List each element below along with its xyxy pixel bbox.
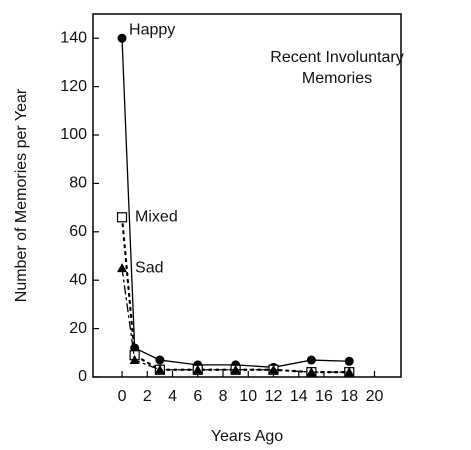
marker — [344, 367, 355, 377]
series-label: Sad — [135, 259, 163, 276]
marker — [268, 364, 279, 374]
marker — [306, 355, 316, 365]
y-tick-label: 80 — [69, 175, 87, 192]
x-tick-label: 4 — [168, 388, 177, 405]
series-line — [121, 267, 350, 373]
series-label: Happy — [129, 21, 175, 38]
marker — [116, 212, 128, 223]
marker — [306, 367, 317, 377]
marker — [129, 355, 140, 365]
marker — [344, 356, 354, 366]
marker — [117, 263, 128, 273]
y-tick-label: 140 — [60, 29, 87, 46]
plot-frame — [92, 13, 402, 378]
x-tick-label: 16 — [315, 388, 333, 405]
x-axis-label: Years Ago — [211, 428, 283, 445]
series-label: Mixed — [135, 208, 178, 225]
y-tick-label: 60 — [69, 223, 87, 240]
x-tick-label: 8 — [219, 388, 228, 405]
marker — [117, 33, 127, 43]
x-tick-label: 6 — [193, 388, 202, 405]
marker — [192, 364, 203, 374]
annotation: Recent Involuntary — [270, 49, 403, 66]
y-tick-label: 100 — [60, 126, 87, 143]
y-tick-label: 0 — [78, 368, 87, 385]
x-tick-label: 14 — [290, 388, 308, 405]
marker — [155, 355, 165, 365]
x-tick-label: 0 — [118, 388, 127, 405]
y-tick-label: 20 — [69, 320, 87, 337]
y-tick-label: 40 — [69, 271, 87, 288]
x-tick-label: 18 — [340, 388, 358, 405]
y-tick-label: 120 — [60, 78, 87, 95]
y-axis-label: Number of Memories per Year — [13, 88, 30, 302]
x-tick-label: 2 — [143, 388, 152, 405]
x-tick-label: 20 — [366, 388, 384, 405]
series-line — [120, 216, 351, 374]
x-tick-label: 12 — [265, 388, 283, 405]
marker — [154, 364, 165, 374]
series-line — [121, 37, 350, 368]
marker — [230, 364, 241, 374]
annotation: Memories — [302, 70, 372, 87]
x-tick-label: 10 — [239, 388, 257, 405]
